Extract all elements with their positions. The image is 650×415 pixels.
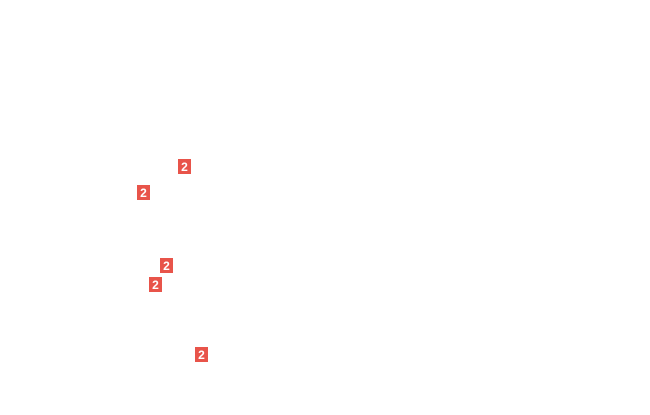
som-marker-label: 2 (198, 347, 205, 362)
som-marker[interactable]: 2 (195, 347, 208, 362)
som-marker-label: 2 (152, 277, 159, 292)
som-marker-label: 2 (181, 159, 188, 174)
som-marker-label: 2 (163, 258, 170, 273)
som-marker[interactable]: 2 (178, 159, 191, 174)
som-marker[interactable]: 2 (137, 185, 150, 200)
som-marker[interactable]: 2 (149, 277, 162, 292)
som-marker[interactable]: 2 (160, 258, 173, 273)
som-marker-label: 2 (140, 185, 147, 200)
